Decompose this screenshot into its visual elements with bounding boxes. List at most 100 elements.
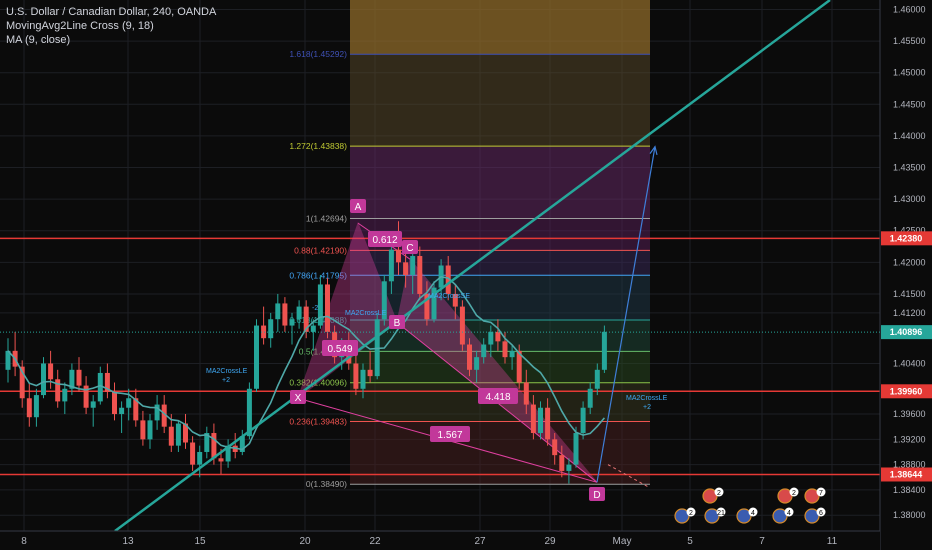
candle-body [452, 293, 458, 307]
event-count-badge [714, 487, 724, 497]
chart-legend: U.S. Dollar / Canadian Dollar, 240, OAND… [6, 5, 216, 47]
ratio-ab-box [322, 340, 358, 356]
price-tick-label: 1.44000 [893, 131, 926, 141]
candle-body [161, 404, 167, 427]
candle-body [175, 423, 181, 446]
candle-body [381, 281, 387, 320]
candle-body [204, 433, 210, 452]
event-count: 4 [787, 510, 791, 517]
price-tag-box [881, 325, 932, 340]
candle-body [538, 407, 543, 434]
horizontal-lines[interactable] [0, 237, 880, 476]
candle-body [97, 372, 103, 402]
candle-body [325, 284, 330, 332]
candle-body [481, 344, 487, 358]
event-count-badge [784, 507, 794, 517]
signal-label: MA2CrossSE [428, 293, 470, 300]
candle-body [580, 407, 586, 434]
trendline[interactable] [114, 0, 831, 533]
event-count: 7 [819, 490, 823, 497]
candle-body [83, 385, 89, 408]
price-tag-box [881, 467, 932, 482]
candle-body [403, 262, 409, 275]
candle-body [530, 404, 536, 434]
signal-label: +2 [643, 404, 651, 411]
candle-body [566, 464, 572, 471]
point-d-box [589, 487, 605, 501]
point-x-box [290, 390, 306, 404]
candle-body [26, 398, 32, 418]
rising-trendline [114, 0, 831, 533]
moving-average-line [7, 275, 606, 451]
fib-level-label: 1.618(1.45292) [289, 49, 347, 59]
candle-body [104, 372, 110, 392]
time-tick-label: 13 [122, 536, 134, 547]
price-tick-label: 1.46000 [893, 4, 926, 14]
candle-body [69, 369, 75, 389]
price-tag-box [881, 231, 932, 246]
signal-label: +2 [222, 377, 230, 384]
event-icons[interactable]: 2 2 7 2 21 4 4 6 [674, 487, 826, 524]
price-tag-box [881, 384, 932, 399]
price-tag-label: 1.42380 [890, 233, 923, 243]
candle-body [19, 366, 25, 399]
candle-body [168, 426, 174, 446]
candle-body [41, 363, 46, 396]
price-tag-label: 1.38644 [890, 469, 923, 479]
price-tick-label: 1.38000 [893, 510, 926, 520]
point-b-box [389, 315, 405, 329]
candle-body [261, 325, 267, 339]
candle-body [317, 284, 323, 326]
price-tick-label: 1.39600 [893, 409, 926, 419]
time-axis-bg [0, 531, 880, 550]
time-axis[interactable]: 8 13 15 20 22 27 29 May 5 7 11 [0, 530, 880, 550]
fib-zone [350, 0, 650, 55]
time-tick-label: 5 [687, 536, 693, 547]
fib-level-label: 1(1.42694) [306, 213, 347, 223]
indicator-ma-cross[interactable]: MovingAvg2Line Cross (9, 18) [6, 20, 154, 32]
time-tick-label: 11 [827, 536, 838, 547]
point-c: C [406, 243, 413, 254]
fib-zone [350, 146, 650, 219]
price-tick-label: 1.41500 [893, 289, 926, 299]
fib-level-label: 0.236(1.39483) [289, 416, 347, 426]
point-c-box [402, 240, 418, 254]
ratio-xd-box [430, 426, 470, 442]
event-count-badge [716, 507, 726, 517]
event-count: 6 [819, 510, 823, 517]
candle-body [268, 319, 274, 339]
price-tick-label: 1.45000 [893, 68, 926, 78]
candle-body [154, 404, 160, 421]
ratio-xd: 1.567 [437, 430, 462, 441]
signal-label: -2 [312, 305, 318, 312]
fib-zone [350, 54, 650, 147]
candle-body [474, 357, 480, 370]
signal-label: MA2CrossLE [626, 395, 668, 402]
time-tick-label: 15 [194, 536, 206, 547]
price-tick-label: 1.38800 [893, 460, 926, 470]
candle-body [388, 249, 394, 282]
event-count: 21 [717, 510, 725, 517]
candle-body [239, 436, 245, 452]
price-tick-label: 1.41200 [893, 308, 926, 318]
candle-body [424, 293, 430, 320]
ratio-bc: 0.612 [372, 235, 397, 246]
event-count-badge [816, 487, 826, 497]
candle-body [90, 401, 96, 408]
candle-body [559, 455, 565, 471]
candle-body [5, 350, 11, 370]
ratio-ab: 0.549 [327, 344, 352, 355]
event-count: 2 [792, 490, 796, 497]
candle-body [147, 420, 153, 440]
candle-body [133, 398, 139, 421]
time-tick-label: 29 [544, 536, 556, 547]
candlestick-series [5, 221, 607, 484]
symbol-title[interactable]: U.S. Dollar / Canadian Dollar, 240, OAND… [6, 6, 217, 18]
candle-body [410, 256, 416, 275]
indicator-ma[interactable]: MA (9, close) [6, 34, 71, 46]
price-tag-label: 1.40896 [890, 327, 923, 337]
candle-body [140, 420, 146, 440]
candle-body [246, 388, 252, 437]
